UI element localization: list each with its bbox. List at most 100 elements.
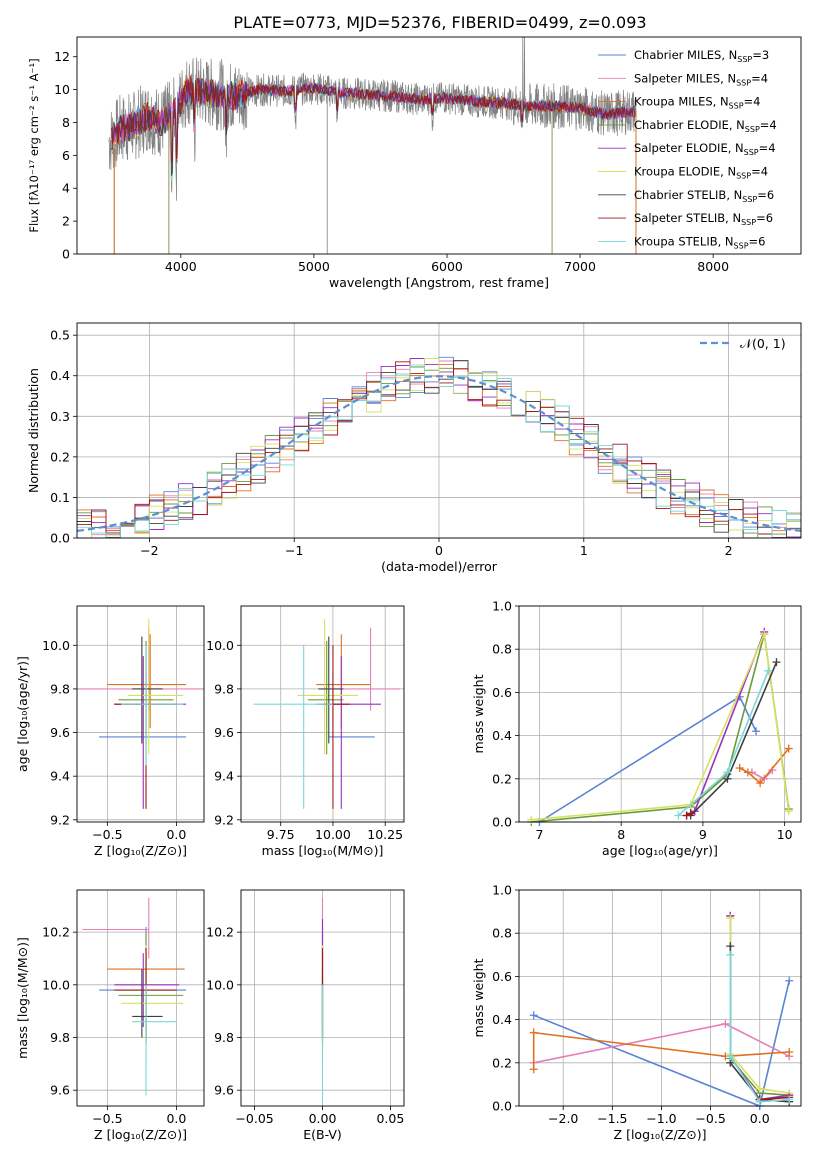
y-tick-label: 0.3 [50, 409, 70, 424]
y-tick-label: 0.0 [50, 531, 70, 546]
x-axis-label: wavelength [Angstrom, rest frame] [329, 275, 549, 290]
x-tick-label: 0.00 [309, 1111, 337, 1126]
axes-frame [240, 605, 405, 823]
data-point-marker [726, 1052, 735, 1061]
data-point-marker [785, 1095, 794, 1104]
y-tick-label: 10.2 [42, 925, 70, 940]
y-tick-label: 9.6 [214, 1083, 234, 1098]
y-tick-label: 1.0 [492, 883, 512, 898]
data-point-marker [785, 976, 794, 985]
y-tick-label: 2 [62, 214, 70, 229]
figure-title: PLATE=0773, MJD=52376, FIBERID=0499, z=0… [233, 13, 646, 32]
y-axis-label: Normed distribution [26, 368, 41, 493]
axes-frame [76, 36, 802, 255]
data-point-marker [784, 807, 793, 816]
legend-entry: Chabrier STELIB, NSSP=6 [634, 188, 774, 204]
x-tick-label: 5000 [298, 259, 330, 274]
data-point-marker [756, 779, 765, 788]
x-tick-label: −2.0 [548, 1111, 578, 1126]
x-tick-label: 9.75 [267, 827, 295, 842]
mass-weight-line [531, 631, 790, 821]
x-axis-label: (data-model)/error [381, 559, 498, 574]
data-point-marker [735, 764, 744, 772]
y-tick-label: 0.8 [492, 642, 512, 657]
age-vs-mass-panel: 9.75 10.00 10.25 9.2 9.4 9.6 9.8 10.0 mass [log₁… [206, 605, 405, 858]
x-tick-label: 8 [617, 827, 625, 842]
y-tick-label: 0.1 [50, 490, 70, 505]
y-tick-label: 0.0 [492, 1099, 512, 1114]
data-point-marker [785, 1048, 794, 1056]
data-point-marker [743, 768, 752, 777]
y-tick-label: 4 [62, 181, 70, 196]
y-tick-label: 6 [62, 148, 70, 163]
mass-vs-metallicity-panel: −0.5 0.0 9.6 9.8 10.0 10.2 Z [log₁₀(Z/Z⊙)] mass… [15, 889, 205, 1142]
data-point-marker [726, 942, 735, 951]
x-tick-label: −0.5 [695, 1111, 725, 1126]
residuals-panel: −2 −1 0 1 2 0.0 0.1 0.2 0.3 0.4 0.5 (data-model)/er… [26, 322, 802, 574]
observed-spectrum [108, 37, 637, 201]
y-tick-label: 12 [54, 49, 70, 64]
data-point-marker [726, 914, 735, 923]
mass-weight-vs-metallicity-panel: −2.0 −1.5 −1.0 −0.5 0.0 0.0 0.2 0.4 0.6 0.8 1.0 Z [… [471, 883, 802, 1142]
legend-entry: 𝒩(0, 1) [740, 336, 786, 351]
legend-entry: Chabrier MILES, NSSP=3 [634, 48, 769, 64]
x-tick-label: −0.5 [92, 1111, 122, 1126]
legend-entry: Salpeter ELODIE, NSSP=4 [634, 141, 776, 157]
data-point-marker [755, 1097, 764, 1106]
data-point-marker [755, 1084, 764, 1093]
y-tick-label: 10.0 [206, 638, 234, 653]
x-tick-label: 0 [435, 543, 443, 558]
y-tick-label: 10 [54, 82, 70, 97]
y-axis-label: mass weight [471, 958, 486, 1037]
y-tick-label: 0 [62, 247, 70, 262]
legend-entry: Kroupa ELODIE, NSSP=4 [634, 165, 768, 181]
x-axis-label: E(B-V) [303, 1127, 342, 1142]
legend-entry: Salpeter MILES, NSSP=4 [634, 71, 768, 87]
x-axis-label: mass [log₁₀(M/M⊙)] [262, 843, 384, 858]
data-point-marker [527, 815, 536, 824]
x-axis-label: age [log₁₀(age/yr)] [602, 843, 718, 858]
mass-vs-extinction-panel: −0.05 0.00 0.05 9.6 9.8 10.0 10.2 E(B-V) [206, 889, 405, 1142]
y-axis-label: age [log₁₀(age/yr)] [15, 656, 30, 772]
model-spectrum [111, 75, 636, 163]
x-tick-label: 0.0 [750, 1111, 770, 1126]
x-tick-label: −1.0 [646, 1111, 676, 1126]
legend-entry: Chabrier ELODIE, NSSP=4 [634, 118, 777, 134]
mass-weight-line [531, 633, 790, 823]
y-tick-label: 9.6 [50, 725, 70, 740]
data-point-marker [686, 809, 695, 818]
data-point-marker [529, 1065, 538, 1074]
data-point-marker [723, 768, 732, 777]
mass-weight-line [729, 954, 790, 1103]
data-point-marker [772, 658, 781, 667]
y-tick-label: 10.0 [42, 977, 70, 992]
mass-weight-line [532, 1031, 790, 1070]
y-axis-label: Flux [fλ10⁻¹⁷ erg cm⁻² s⁻¹ A⁻¹] [27, 58, 41, 232]
data-point-marker [784, 744, 793, 753]
data-point-marker [764, 666, 773, 675]
y-tick-label: 9.6 [214, 725, 234, 740]
x-tick-label: 6000 [431, 259, 463, 274]
y-tick-label: 9.2 [50, 812, 70, 827]
y-tick-label: 0.5 [50, 328, 70, 343]
data-point-marker [674, 811, 683, 820]
y-tick-label: 0.8 [492, 926, 512, 941]
x-tick-label: 0.05 [376, 1111, 404, 1126]
y-tick-label: 0.2 [50, 449, 70, 464]
mass-weight-line [739, 748, 790, 785]
legend-entry: Kroupa MILES, NSSP=4 [634, 95, 760, 111]
y-tick-label: 9.6 [50, 1083, 70, 1098]
age-vs-metallicity-panel: −0.5 0.0 9.2 9.4 9.6 9.8 10.0 Z [log₁₀(Z/Z⊙)] ag… [15, 605, 205, 858]
data-point-marker [760, 630, 769, 639]
legend-entry: Kroupa STELIB, NSSP=6 [634, 234, 765, 250]
x-tick-label: −2 [140, 543, 158, 558]
y-tick-label: 10.0 [42, 638, 70, 653]
x-tick-label: 1 [580, 543, 588, 558]
mass-weight-line [759, 1096, 790, 1101]
axes-frame [518, 889, 802, 1107]
x-tick-label: 10 [777, 827, 793, 842]
y-tick-label: 0.2 [492, 771, 512, 786]
x-tick-label: 7000 [564, 259, 596, 274]
x-tick-label: 4000 [165, 259, 197, 274]
y-tick-label: 0.2 [492, 1055, 512, 1070]
